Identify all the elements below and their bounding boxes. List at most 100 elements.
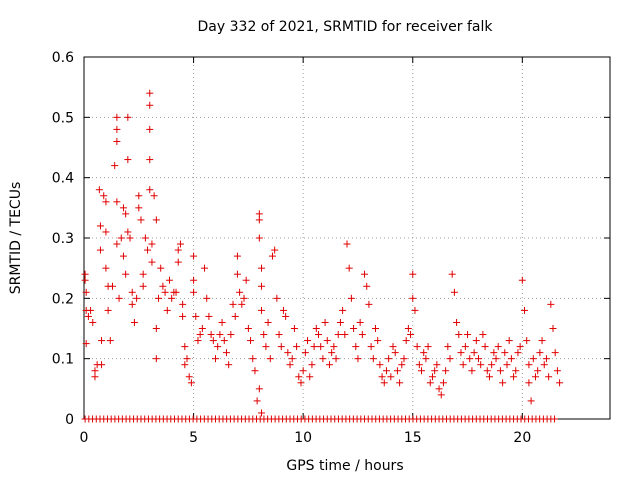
data-point [108, 282, 116, 290]
data-point [98, 361, 106, 369]
data-point [253, 397, 261, 405]
data-point [321, 318, 329, 326]
data-point [551, 349, 559, 357]
data-point [100, 192, 108, 200]
data-point [152, 355, 160, 363]
y-axis-label: SRMTID / TECUs [8, 182, 24, 295]
data-point [317, 343, 325, 351]
data-point [453, 318, 461, 326]
data-point [277, 343, 285, 351]
data-point [144, 246, 152, 254]
data-point [119, 252, 127, 260]
data-point [332, 355, 340, 363]
x-tick-label: 5 [189, 430, 198, 446]
data-point [133, 294, 141, 302]
data-point [96, 222, 104, 230]
data-point [91, 367, 99, 375]
data-point [139, 282, 147, 290]
data-point [488, 361, 496, 369]
data-point [174, 258, 182, 266]
data-point [139, 270, 147, 278]
data-point [81, 270, 89, 278]
data-point [87, 306, 95, 314]
data-point [529, 355, 537, 363]
data-point [521, 306, 529, 314]
data-point [124, 156, 132, 164]
x-tick-label: 15 [404, 430, 422, 446]
data-point [282, 312, 290, 320]
y-tick-label: 0.6 [52, 50, 74, 66]
data-point [334, 331, 342, 339]
data-point [444, 343, 452, 351]
data-point [196, 331, 204, 339]
data-point [363, 282, 371, 290]
data-point [492, 355, 500, 363]
data-points [81, 89, 564, 423]
data-point [91, 373, 99, 381]
data-point [128, 300, 136, 308]
data-point [418, 367, 426, 375]
data-point [466, 355, 474, 363]
data-point [387, 373, 395, 381]
data-point [472, 337, 480, 345]
data-point [113, 137, 121, 145]
data-point [328, 349, 336, 357]
x-axis-label: GPS time / hours [286, 458, 403, 474]
data-point [146, 186, 154, 194]
data-point [479, 331, 487, 339]
data-point [475, 355, 482, 363]
data-point [258, 306, 266, 314]
data-point [299, 367, 307, 375]
data-point [514, 349, 522, 357]
data-point [464, 331, 472, 339]
data-point [286, 361, 294, 369]
data-point [240, 294, 248, 302]
data-point [483, 367, 491, 375]
data-point [378, 373, 386, 381]
data-point [236, 288, 244, 296]
data-point [518, 276, 526, 284]
data-point [119, 204, 127, 212]
data-point [409, 270, 417, 278]
data-point [549, 325, 557, 332]
data-point [354, 355, 362, 363]
data-point [540, 361, 548, 369]
data-point [499, 379, 507, 387]
data-point [181, 343, 189, 351]
data-point [431, 367, 439, 375]
data-point [104, 306, 112, 314]
data-point [365, 300, 373, 308]
data-point [284, 349, 292, 357]
x-tick-label: 20 [513, 430, 531, 446]
data-point [336, 318, 344, 326]
data-point [214, 343, 222, 351]
data-point [233, 252, 241, 260]
data-point [247, 337, 255, 345]
data-point [382, 367, 390, 375]
data-point [176, 240, 184, 248]
data-point [435, 385, 443, 393]
data-point [352, 343, 360, 351]
data-point [157, 264, 165, 272]
data-point [295, 373, 303, 381]
data-point [523, 337, 531, 345]
data-point [442, 367, 450, 375]
data-point [361, 270, 369, 278]
data-point [534, 367, 542, 375]
data-point [411, 306, 419, 314]
data-point [124, 228, 132, 236]
data-point [398, 361, 406, 369]
data-point [266, 355, 274, 363]
data-point [402, 337, 410, 345]
data-point [330, 343, 338, 351]
data-point [146, 125, 154, 133]
y-axis: 0 0.1 0.2 0.3 0.4 0.5 0.6 [52, 50, 610, 428]
data-point [271, 246, 279, 254]
data-point [459, 361, 467, 369]
data-point [358, 331, 366, 339]
data-point [209, 337, 217, 345]
data-point [190, 288, 198, 296]
data-point [161, 288, 169, 296]
data-point [137, 216, 145, 224]
data-point [238, 300, 246, 308]
